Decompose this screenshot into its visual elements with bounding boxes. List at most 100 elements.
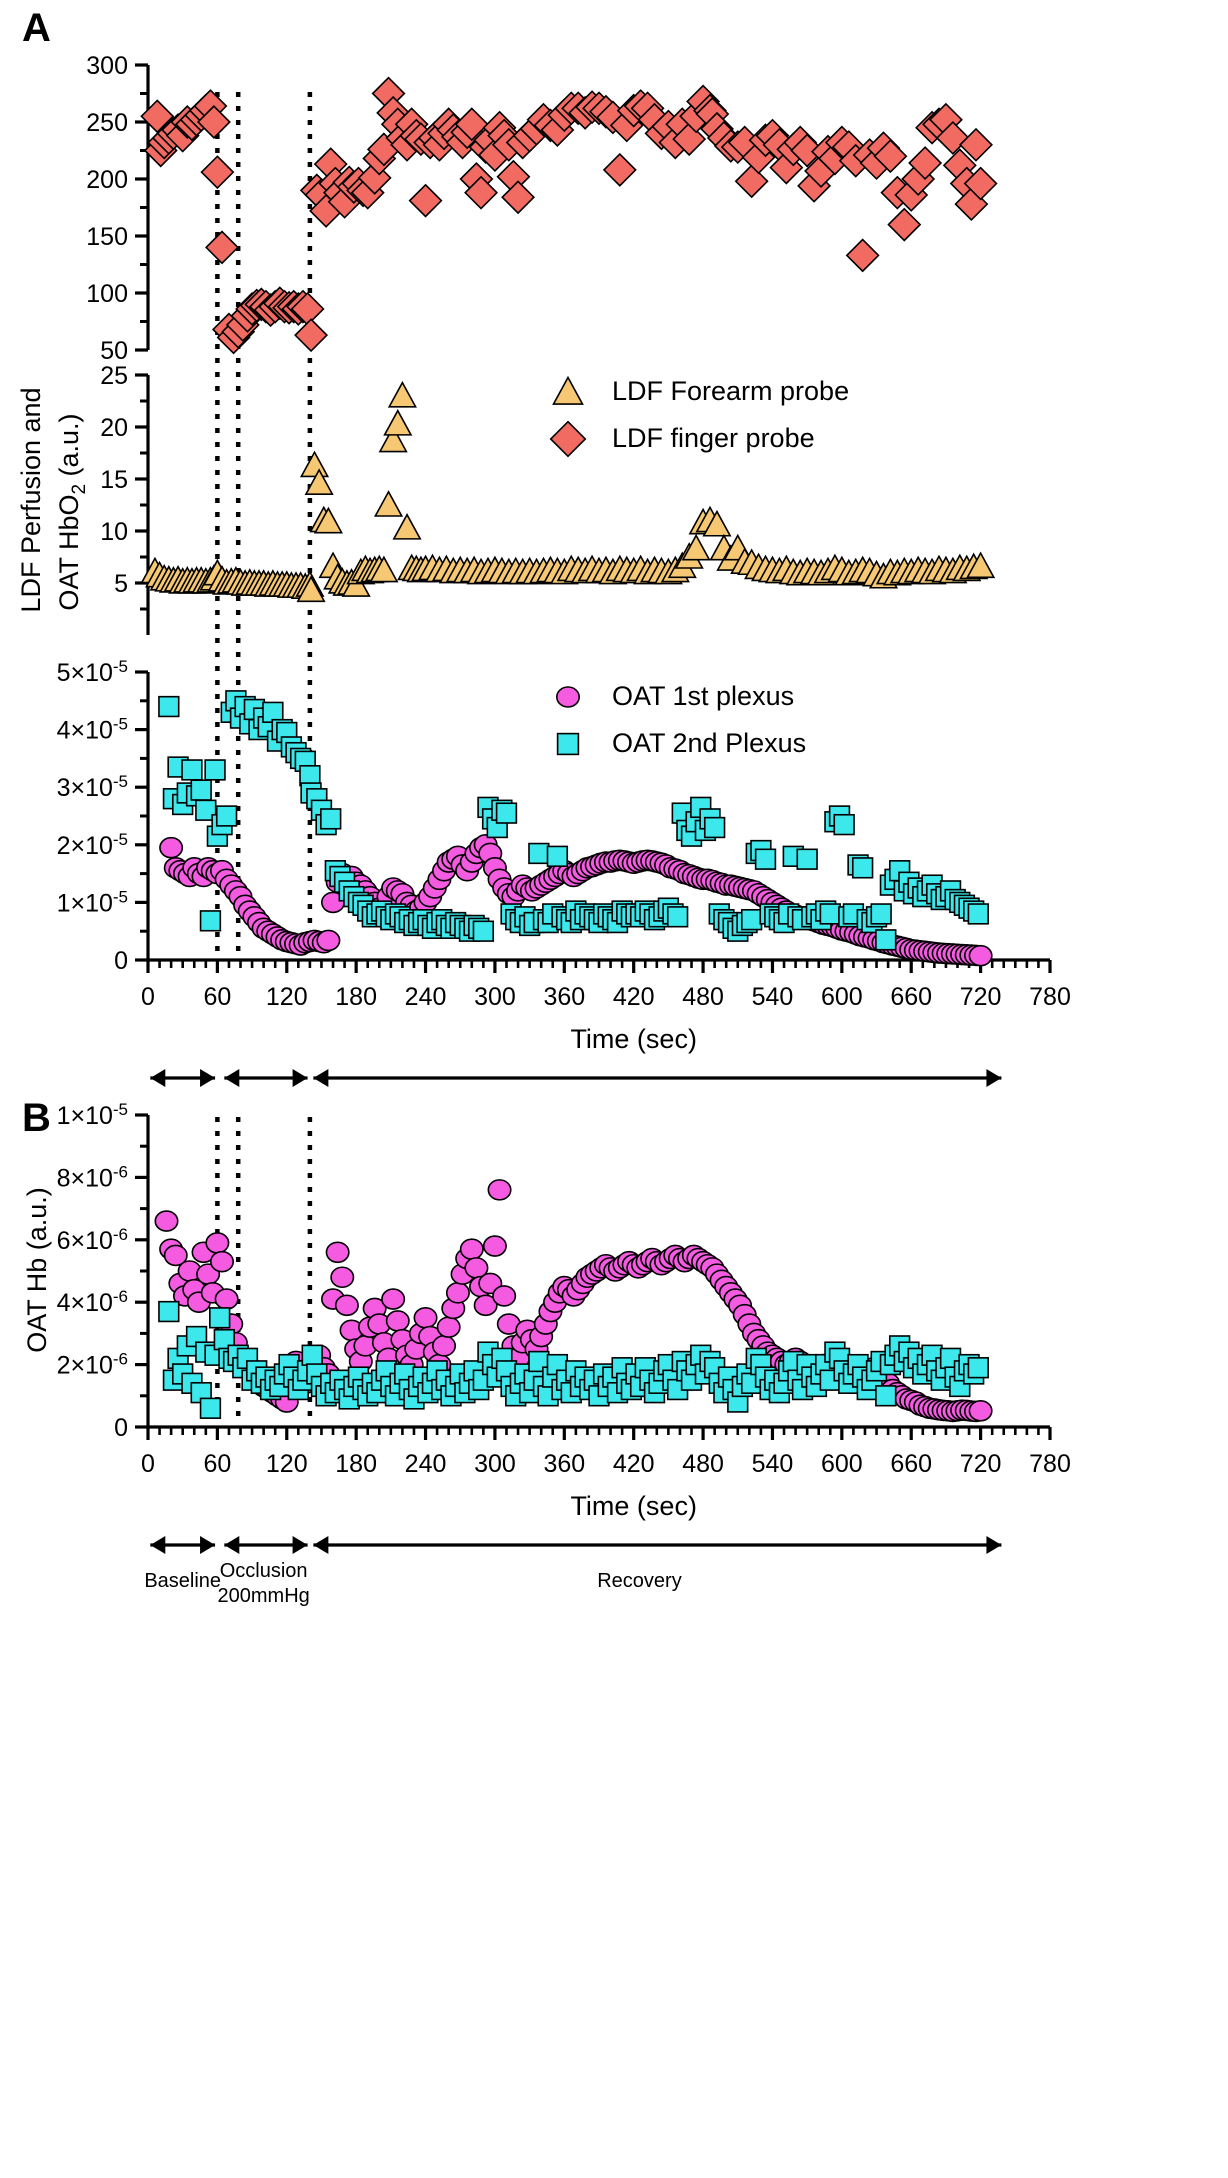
axis-titles: Time (sec) LDF Perfusion and OAT HbO2 (a.u… [16,387,697,1054]
data-point [158,1300,180,1323]
svg-text:20: 20 [100,414,128,442]
data-point [299,450,330,478]
data-point [887,207,922,242]
svg-text:0: 0 [141,983,155,1011]
data-point [740,908,763,931]
svg-text:50: 50 [100,337,128,365]
data-point [967,903,989,925]
data-point [875,929,897,951]
legend-item-3[interactable]: OAT 2nd Plexus [556,728,807,758]
series-square [158,690,989,951]
svg-text:120: 120 [266,983,308,1011]
axis-titles: Time (sec) OAT Hb (a.u.) [22,1187,697,1521]
data-point [464,175,499,210]
data-point [482,1235,507,1257]
series-square [158,1300,989,1419]
data-point [908,146,943,181]
legend-label: OAT 1st plexus [612,681,794,711]
y-tick-labels: 1×10-5 8×10-6 6×10-6 4×10-6 2×10-6 0 [57,1100,128,1442]
data-point [210,1250,235,1273]
data-point [734,164,769,199]
svg-text:180: 180 [335,983,377,1011]
x-axis-title: Time (sec) [570,1024,697,1054]
data-point [875,1385,897,1407]
data-point [196,105,231,139]
data-point [334,1294,359,1317]
data-point [528,842,550,865]
y-axis-title: OAT Hb (a.u.) [22,1187,52,1353]
phase-arrow-baseline [150,1069,216,1087]
data-point [301,1344,323,1366]
data-point [296,575,326,603]
svg-text:120: 120 [266,1450,308,1478]
series-diamond [140,76,998,355]
data-point [190,779,212,801]
data-point [313,506,343,534]
svg-text:0: 0 [114,947,128,975]
data-point [546,845,569,868]
data-point [140,99,175,134]
phase-arrow-occlusion [224,1069,308,1087]
data-point [154,1210,179,1232]
series-triangle [140,380,996,603]
data-point [487,1179,512,1201]
legend-item-2[interactable]: OAT 1st plexus [555,681,794,711]
data-point [968,1399,993,1422]
svg-text:0: 0 [114,1414,128,1442]
data-point [873,139,908,174]
data-point [320,808,342,830]
data-point [215,805,238,827]
phase-arrow-occlusion [224,1536,308,1554]
svg-text:240: 240 [405,1450,447,1478]
data-point [492,1285,517,1307]
legend-item-0[interactable]: LDF Forearm probe [552,375,849,406]
phase-label-occlusion-pressure: 200mmHg [218,1585,310,1607]
panel-a-letter: A [22,6,51,50]
svg-text:60: 60 [203,983,231,1011]
y-tick-label: 4×10-5 [57,715,128,745]
data-point [383,409,413,436]
data-point [369,555,399,583]
panel-b-plot: 1×10-5 8×10-6 6×10-6 4×10-6 2×10-6 00 60 120 180… [22,1100,1071,1607]
legend-item-1[interactable]: LDF finger probe [549,420,815,458]
svg-text:240: 240 [405,983,447,1011]
data-point [199,910,222,932]
svg-text:540: 540 [752,983,794,1011]
y-tick-label: 1×10-5 [57,887,128,917]
data-point [205,230,239,265]
phase-arrow-baseline [150,1536,216,1554]
svg-text:5: 5 [114,570,128,598]
data-point [959,127,993,162]
axes [135,63,1052,973]
svg-text:720: 720 [960,1450,1002,1478]
data-point [473,1294,498,1317]
data-point [851,857,874,879]
svg-text:660: 660 [890,983,932,1011]
data-point [870,903,892,925]
svg-text:100: 100 [86,280,128,308]
svg-text:300: 300 [474,1450,516,1478]
phase-label-occlusion: Occlusion [220,1560,308,1582]
circle-legend-swatch [555,686,580,708]
y-tick-label: 4×10-6 [57,1287,128,1317]
x-tick-labels: 0 60 120 180 240 300 360 420 480 540 600 660 720 780 [141,983,1071,1011]
svg-text:200: 200 [86,166,128,194]
data-series [140,76,998,967]
data-point [681,533,711,561]
svg-text:780: 780 [1029,983,1071,1011]
data-point [796,848,818,870]
svg-text:25: 25 [100,362,128,390]
data-point [413,1307,438,1329]
data-point [294,318,329,353]
svg-text:660: 660 [890,1450,932,1478]
svg-text:480: 480 [682,1450,724,1478]
data-point [968,944,993,967]
phase-label-baseline: Baseline [144,1570,221,1592]
axes [135,1113,1052,1440]
data-point [845,238,880,273]
data-point [381,1288,406,1310]
legend-label: LDF Forearm probe [612,376,849,406]
